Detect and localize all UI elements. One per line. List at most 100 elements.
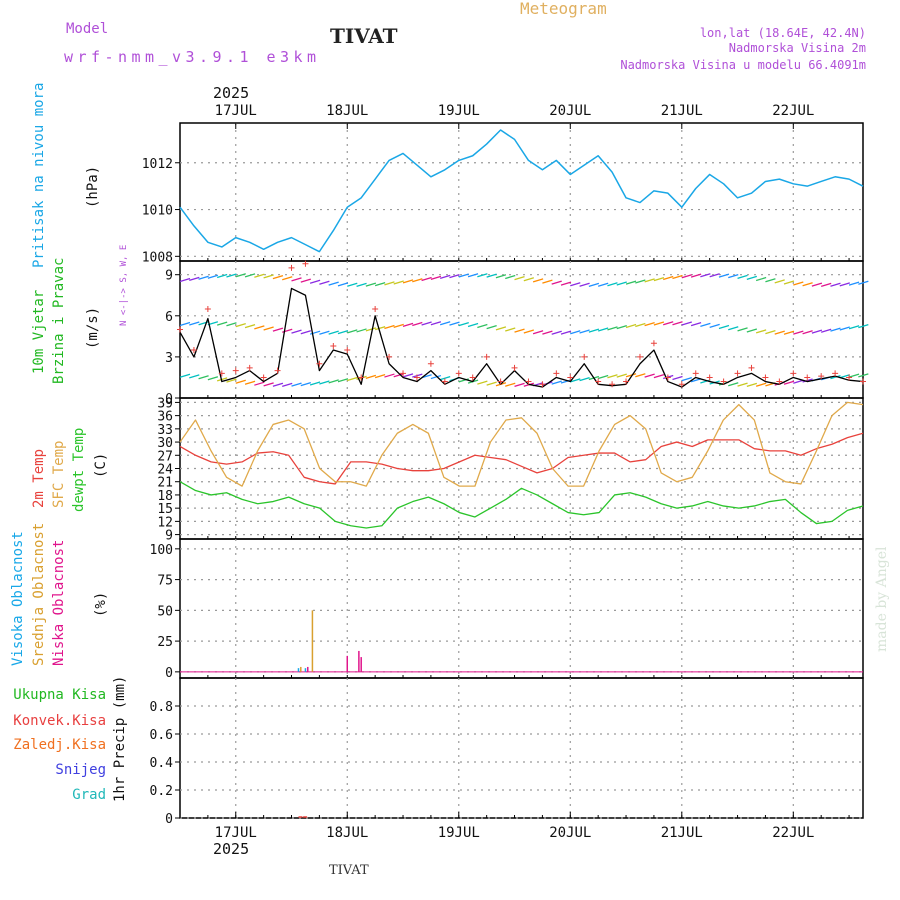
y-tick-label: 36: [157, 410, 173, 425]
precip-freezing-label: Zaledj.Kisa: [13, 737, 106, 753]
wind-barb: [384, 324, 395, 330]
wind-gust-marker: [511, 364, 518, 371]
wind-barb: [254, 381, 265, 386]
cloud-unit: (%): [93, 592, 109, 617]
coords-label: lon,lat (18.64E, 42.4N): [700, 26, 866, 40]
y-tick-label: 50: [157, 604, 173, 619]
wind-barb: [198, 375, 209, 380]
wind-barb: [486, 273, 497, 278]
wind-barb: [328, 330, 339, 335]
wind-gust-marker: [274, 367, 281, 374]
wind-barb: [616, 325, 627, 330]
wind-barb: [718, 273, 730, 278]
wind-barb: [263, 274, 274, 279]
wind-gust-marker: [469, 374, 476, 381]
wind-barb: [467, 273, 479, 278]
wind-barb: [179, 321, 191, 327]
high-cloud-label: Visoka Oblacnost: [10, 531, 26, 666]
y-tick-label: 1010: [142, 204, 173, 219]
wind-gust-marker: [177, 326, 183, 333]
wind-barb: [802, 378, 813, 383]
wind-barb: [607, 282, 618, 287]
temp2m-label: 2m Temp: [31, 449, 47, 508]
wind-barb: [579, 377, 590, 382]
wind-barb: [402, 279, 414, 284]
wind-barb: [625, 280, 637, 285]
y-tick-label: 24: [157, 463, 173, 478]
y-tick-label: 25: [157, 635, 173, 650]
wind-barb: [793, 330, 804, 335]
wind-subtitle: Brzina i Pravac: [51, 258, 67, 384]
wind-barb: [672, 375, 683, 381]
panel-pressure: 1008 1010 1012: [142, 122, 864, 265]
wind-barb: [802, 282, 813, 287]
wind-barb: [570, 378, 581, 383]
wind-barb: [755, 382, 767, 387]
wind-gust-marker: [204, 305, 211, 312]
wind-barb: [365, 327, 377, 332]
wind-gust-marker: [734, 370, 741, 377]
wind-barb: [337, 329, 349, 335]
wind-barb: [254, 325, 265, 330]
wind-barb: [774, 330, 785, 335]
wind-barb: [848, 281, 860, 286]
wind-barb: [625, 323, 637, 329]
wind-barb: [858, 324, 869, 329]
year-top: 2025: [213, 84, 249, 102]
wind-barb: [467, 322, 479, 328]
wind-barb: [774, 279, 785, 284]
wind-gust-marker: [218, 370, 225, 377]
wind-barb: [616, 373, 627, 378]
wind-gust-marker: [581, 353, 588, 360]
wind-barb: [811, 282, 823, 287]
wind-barb: [300, 330, 311, 335]
wind-barb: [356, 282, 367, 287]
wind-barb: [746, 328, 758, 333]
wind-barb: [207, 376, 219, 381]
wind-barb: [244, 324, 256, 329]
wind-barb: [282, 382, 293, 387]
wind-gust-marker: [720, 378, 727, 385]
wind-barb: [300, 278, 311, 283]
wind-barb: [393, 280, 404, 285]
y-tick-label: 30: [157, 436, 173, 451]
wind-barb: [505, 274, 516, 280]
wind-barb: [356, 328, 367, 333]
day-label-top: 19JUL: [438, 103, 480, 119]
wind-barb: [783, 330, 795, 335]
day-label-top: 20JUL: [549, 103, 591, 119]
wind-barb: [514, 275, 525, 281]
temp-unit: (C): [93, 453, 109, 478]
wind-gust-marker: [664, 374, 671, 381]
wind-barb: [486, 381, 497, 386]
y-tick-label: 39: [157, 396, 173, 411]
wind-barb: [477, 380, 488, 385]
wind-barb: [244, 273, 256, 278]
wind-barb: [282, 328, 293, 333]
wind-barb: [226, 273, 237, 278]
wind-gust-marker: [413, 374, 420, 381]
wind-gust-marker: [302, 260, 309, 267]
wind-barb: [579, 282, 590, 287]
wind-barb: [542, 279, 553, 284]
wind-barb: [300, 382, 311, 387]
wind-gust-marker: [190, 347, 197, 354]
wind-barb: [579, 329, 590, 334]
wind-barb: [412, 278, 423, 283]
wind-barb: [179, 277, 191, 283]
wind-barb: [820, 328, 832, 333]
year-bottom: 2025: [213, 840, 249, 858]
wind-gust-marker: [260, 374, 267, 381]
wind-barb: [291, 329, 302, 334]
wind-barb: [830, 327, 841, 332]
wind-barb: [449, 321, 460, 326]
wind-barb: [216, 321, 228, 326]
wind-barb: [412, 321, 423, 327]
wind-barb: [347, 376, 358, 382]
wind-barb: [532, 330, 544, 335]
wind-barb: [746, 275, 758, 281]
panel-cloud: 0 25 50 75 100: [150, 538, 864, 681]
model-elevation-label: Nadmorska Visina u modelu 66.4091m: [620, 58, 866, 72]
wind-gust-marker: [595, 378, 602, 385]
wind-barb: [514, 382, 525, 387]
